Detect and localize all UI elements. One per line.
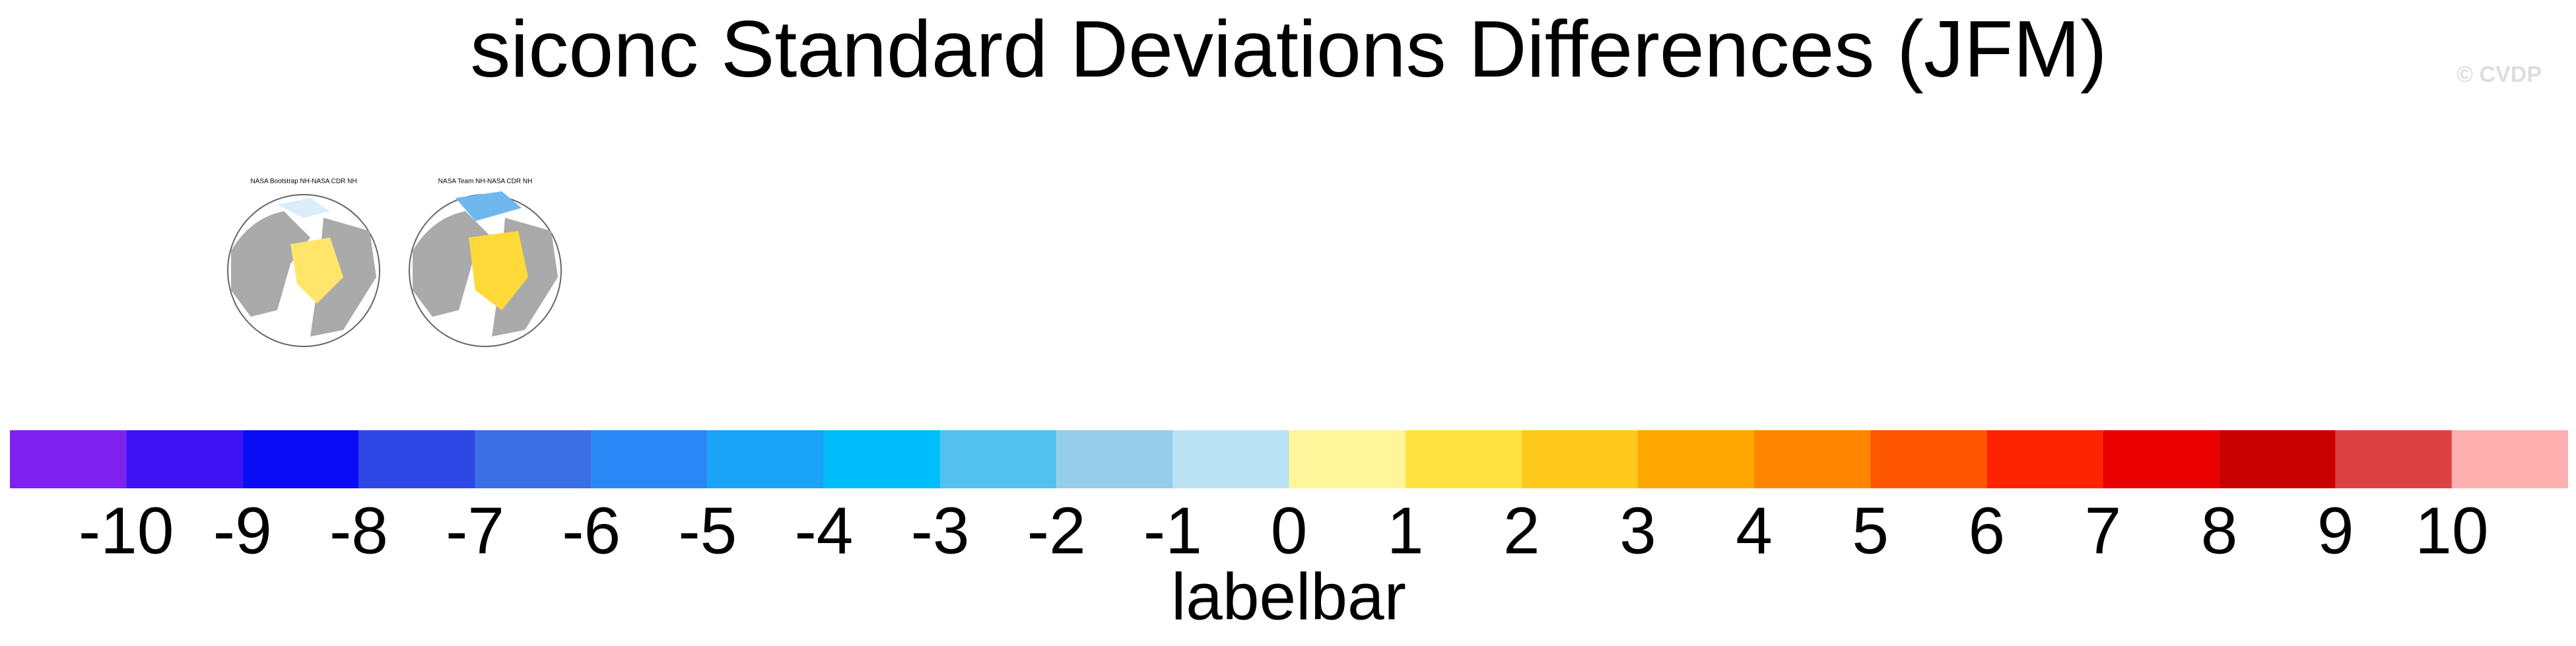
labelbar-label: 9 (2317, 494, 2354, 567)
labelbar-box (2451, 430, 2568, 488)
labelbar-label: -5 (678, 494, 737, 567)
field (277, 198, 330, 218)
labelbar-box (1637, 430, 1755, 488)
field (469, 231, 528, 310)
labelbar-label: 3 (1619, 494, 1656, 567)
labelbar-box (1289, 430, 1406, 488)
labelbar-box (1405, 430, 1522, 488)
labelbar-box (591, 430, 708, 488)
labelbar-box (823, 430, 941, 488)
labelbar-label: 7 (2085, 494, 2122, 567)
labelbar-label: 10 (2415, 494, 2488, 567)
labelbar-title: labelbar (1171, 560, 1406, 633)
labelbar-label: -1 (1143, 494, 1202, 567)
labelbar-label: -6 (562, 494, 621, 567)
labelbar-label: -2 (1027, 494, 1086, 567)
title: siconc Standard Deviations Differences (… (470, 4, 2107, 94)
labelbar-label: -7 (446, 494, 504, 567)
watermark: © CVDP (2457, 62, 2542, 87)
labelbar-box (940, 430, 1057, 488)
labelbar-box (10, 430, 127, 488)
labelbar-label: 4 (1736, 494, 1773, 567)
labelbar-label: 8 (2201, 494, 2238, 567)
labelbar-box (358, 430, 475, 488)
labelbar-box (1986, 430, 2103, 488)
map-panel: NASA Team NH-NASA CDR NH (409, 178, 562, 347)
labelbar-label: 1 (1387, 494, 1424, 567)
labelbar-box (242, 430, 359, 488)
labelbar-box (2103, 430, 2220, 488)
labelbar-label: 5 (1852, 494, 1889, 567)
labelbar-box (1754, 430, 1871, 488)
labelbar-label: -10 (79, 494, 174, 567)
labelbar-label: -4 (794, 494, 853, 567)
labelbar-box (126, 430, 243, 488)
labelbar-box (1172, 430, 1289, 488)
labelbar-label: 2 (1503, 494, 1540, 567)
labelbar-label: 6 (1969, 494, 2006, 567)
field (290, 238, 343, 304)
field (456, 191, 522, 221)
land (231, 211, 310, 317)
labelbar-box (707, 430, 824, 488)
map-panel: NASA Bootstrap NH-NASA CDR NH (227, 178, 380, 347)
labelbar-label: 0 (1271, 494, 1308, 567)
labelbar-label: -3 (911, 494, 970, 567)
labelbar-label: -9 (213, 494, 272, 567)
labelbar-box (475, 430, 592, 488)
panel-title: NASA Bootstrap NH-NASA CDR NH (250, 178, 356, 185)
labelbar-box (2335, 430, 2452, 488)
labelbar-box (1056, 430, 1173, 488)
labelbar-box (1521, 430, 1638, 488)
labelbar-label: -8 (329, 494, 388, 567)
panel-title: NASA Team NH-NASA CDR NH (438, 178, 533, 185)
labelbar-box (1870, 430, 1987, 488)
labelbar-box (2219, 430, 2336, 488)
